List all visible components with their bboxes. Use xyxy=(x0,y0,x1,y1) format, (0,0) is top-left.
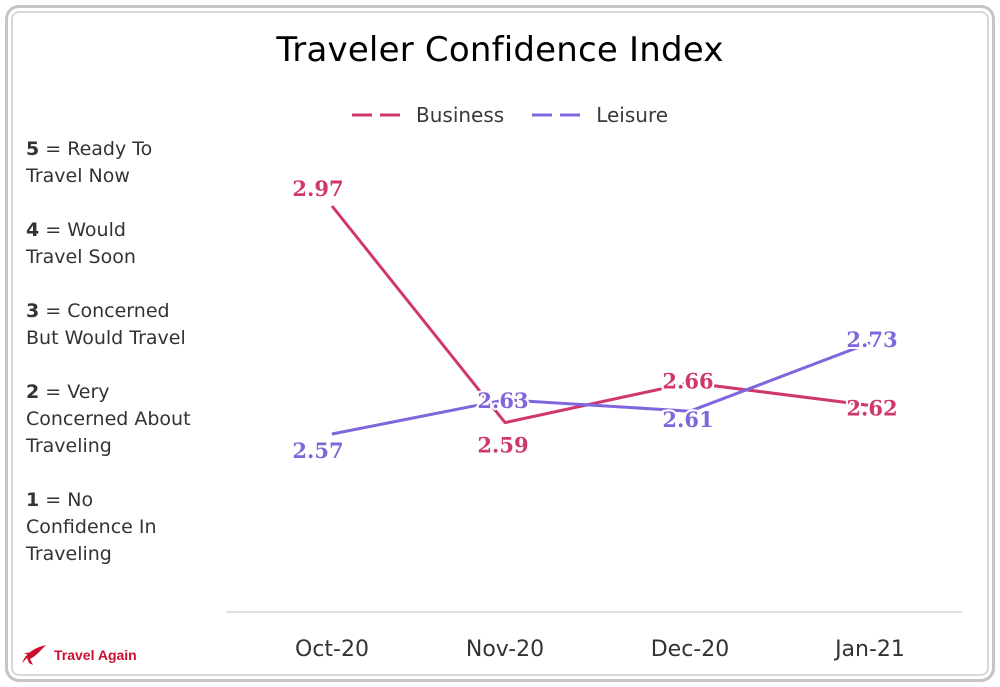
data-label-business: 2.59 xyxy=(477,433,528,458)
x-tick-label: Oct-20 xyxy=(295,637,369,662)
scale-number: 5 xyxy=(26,138,40,160)
scale-text: Traveling xyxy=(26,543,112,565)
data-label-business: 2.97 xyxy=(292,176,343,201)
scale-text: = Would xyxy=(45,219,126,241)
scale-entry-2: 2 = Very Concerned About Traveling xyxy=(26,379,216,460)
legend-swatch-leisure xyxy=(532,113,589,117)
scale-text: = Ready To xyxy=(45,138,153,160)
legend-swatch-business xyxy=(352,113,408,117)
scale-text: = No xyxy=(45,489,94,511)
scale-text: Traveling xyxy=(26,435,112,457)
scale-number: 4 xyxy=(26,219,40,241)
x-tick-label: Jan-21 xyxy=(833,637,905,662)
chart-title: Traveler Confidence Index xyxy=(276,30,724,70)
scale-entry-1: 1 = No Confidence In Traveling xyxy=(26,487,216,568)
legend-label-leisure: Leisure xyxy=(596,103,669,127)
plane-icon xyxy=(22,645,46,665)
data-label-leisure: 2.57 xyxy=(292,438,343,463)
scale-text: = Concerned xyxy=(45,300,170,322)
brand-name: Travel Again xyxy=(54,647,137,663)
scale-text: But Would Travel xyxy=(26,327,186,349)
data-label-leisure: 2.61 xyxy=(662,407,713,432)
scale-text: Travel Now xyxy=(26,165,130,187)
data-label-business: 2.62 xyxy=(846,396,897,421)
scale-text: Concerned About xyxy=(26,408,191,430)
chart-frame xyxy=(5,5,995,682)
series-line-leisure xyxy=(331,341,871,436)
x-tick-label: Dec-20 xyxy=(651,637,730,662)
data-label-leisure: 2.63 xyxy=(477,388,528,413)
legend-item-leisure: Leisure xyxy=(530,103,668,127)
brand-logo: Travel Again xyxy=(20,640,137,670)
data-label-business: 2.66 xyxy=(662,369,713,394)
scale-number: 1 xyxy=(26,489,40,511)
scale-text: Travel Soon xyxy=(26,246,136,268)
chart-legend: Business Leisure xyxy=(350,100,668,130)
scale-entry-4: 4 = Would Travel Soon xyxy=(26,217,216,271)
x-tick-label: Nov-20 xyxy=(466,637,544,662)
confidence-scale-legend: 5 = Ready To Travel Now 4 = Would Travel… xyxy=(26,136,216,595)
legend-label-business: Business xyxy=(416,103,505,127)
scale-entry-3: 3 = Concerned But Would Travel xyxy=(26,298,216,352)
legend-item-business: Business xyxy=(350,103,504,127)
data-label-leisure: 2.73 xyxy=(846,327,897,352)
scale-entry-5: 5 = Ready To Travel Now xyxy=(26,136,216,190)
scale-number: 3 xyxy=(26,300,40,322)
scale-text: Confidence In xyxy=(26,516,157,538)
series-line-business xyxy=(330,205,871,425)
scale-text: = Very xyxy=(45,381,110,403)
scale-number: 2 xyxy=(26,381,40,403)
